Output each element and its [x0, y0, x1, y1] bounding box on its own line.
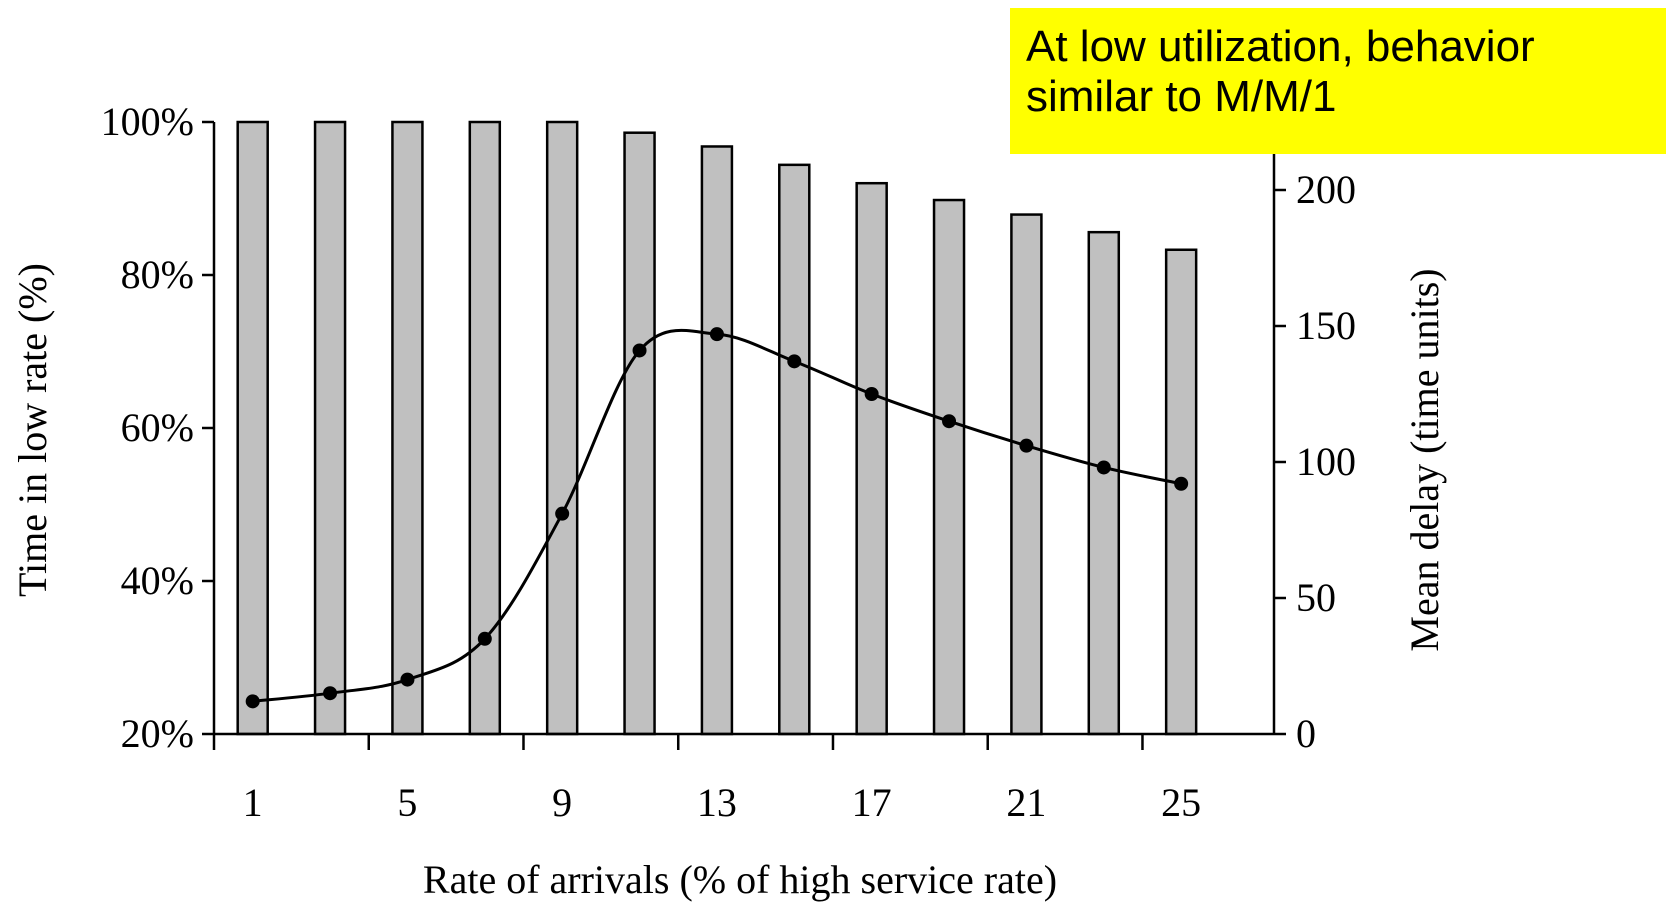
delay-point — [787, 354, 802, 369]
bar — [932, 198, 966, 736]
y-left-axis-title: Time in low rate (%) — [10, 263, 55, 597]
delay-point — [632, 343, 647, 358]
bar — [236, 120, 269, 736]
annotation-callout: At low utilization, behavior similar to … — [1010, 8, 1666, 154]
axes — [202, 120, 1286, 750]
annotation-line-2: similar to M/M/1 — [1026, 72, 1337, 121]
bar — [1087, 230, 1121, 736]
delay-point — [400, 672, 415, 687]
x-tick-label: 5 — [397, 780, 417, 825]
delay-point — [942, 414, 957, 429]
y-right-tick-label: 50 — [1296, 575, 1336, 620]
bar — [391, 120, 424, 736]
bar — [855, 181, 888, 736]
delay-point — [709, 327, 724, 342]
x-tick-label: 25 — [1161, 780, 1201, 825]
y-right-tick-label: 100 — [1296, 439, 1356, 484]
y-left-tick-label: 80% — [121, 252, 194, 297]
x-tick-label: 9 — [552, 780, 572, 825]
bar — [700, 145, 734, 736]
delay-point — [1096, 460, 1111, 475]
y-right-tick-label: 150 — [1296, 303, 1356, 348]
delay-point — [1174, 476, 1189, 491]
x-tick-label: 1 — [243, 780, 263, 825]
delay-line — [252, 328, 1182, 703]
delay-point — [555, 506, 570, 521]
x-tick-label: 13 — [697, 780, 737, 825]
annotation-line-1: At low utilization, behavior — [1026, 22, 1535, 71]
y-left-tick-label: 60% — [121, 405, 194, 450]
line-series — [245, 327, 1189, 709]
bar — [623, 131, 656, 736]
delay-point — [864, 387, 879, 401]
bar — [1010, 213, 1043, 736]
bar — [778, 163, 811, 736]
bar — [545, 120, 579, 736]
bar-series — [236, 120, 1198, 736]
y-right-tick-label: 200 — [1296, 167, 1356, 212]
delay-point — [245, 694, 260, 709]
delay-point — [323, 686, 338, 701]
x-tick-label: 21 — [1006, 780, 1046, 825]
delay-point — [477, 631, 492, 646]
delay-point — [1019, 438, 1034, 453]
y-left-tick-label: 20% — [121, 711, 194, 756]
y-left-tick-label: 40% — [121, 558, 194, 603]
tick-labels: 20% 40% 60% 80% 100% 0 50 100 150 200 1 5 9 13 17 21 25 — [101, 99, 1356, 825]
y-left-tick-label: 100% — [101, 99, 194, 144]
bar — [313, 120, 347, 736]
y-right-tick-label: 0 — [1296, 711, 1316, 756]
y-right-axis-title: Mean delay (time units) — [1402, 268, 1447, 651]
bar — [1164, 248, 1198, 736]
x-axis-title: Rate of arrivals (% of high service rate… — [423, 857, 1057, 902]
x-tick-label: 17 — [852, 780, 892, 825]
